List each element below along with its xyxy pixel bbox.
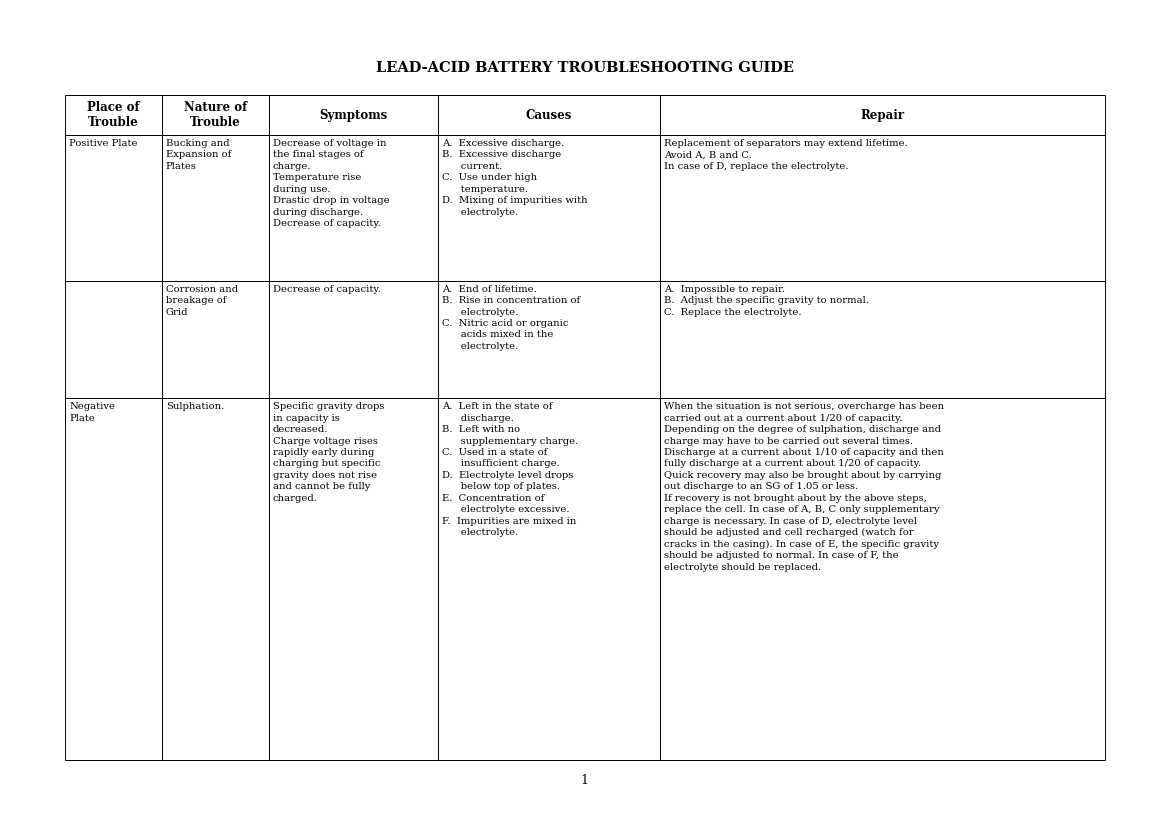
Text: Corrosion and
breakage of
Grid: Corrosion and breakage of Grid xyxy=(166,285,237,317)
Bar xyxy=(659,398,1105,760)
Text: Positive Plate: Positive Plate xyxy=(69,139,138,148)
Bar xyxy=(269,135,438,281)
Bar xyxy=(65,281,161,398)
Bar xyxy=(438,135,659,281)
Bar xyxy=(161,398,269,760)
Bar xyxy=(438,398,659,760)
Text: Causes: Causes xyxy=(526,108,573,122)
Text: Place of
Trouble: Place of Trouble xyxy=(87,101,139,129)
Bar xyxy=(65,95,161,135)
Text: When the situation is not serious, overcharge has been
carried out at a current : When the situation is not serious, overc… xyxy=(664,402,945,571)
Bar xyxy=(659,135,1105,281)
Bar xyxy=(438,95,659,135)
Text: Decrease of capacity.: Decrease of capacity. xyxy=(272,285,381,294)
Text: A.  End of lifetime.
B.  Rise in concentration of
      electrolyte.
C.  Nitric : A. End of lifetime. B. Rise in concentra… xyxy=(442,285,581,351)
Text: A.  Impossible to repair.
B.  Adjust the specific gravity to normal.
C.  Replace: A. Impossible to repair. B. Adjust the s… xyxy=(664,285,869,317)
Text: LEAD-ACID BATTERY TROUBLESHOOTING GUIDE: LEAD-ACID BATTERY TROUBLESHOOTING GUIDE xyxy=(375,61,794,75)
Text: Symptoms: Symptoms xyxy=(319,108,388,122)
Bar xyxy=(161,95,269,135)
Bar xyxy=(65,398,161,760)
Bar xyxy=(269,95,438,135)
Bar xyxy=(659,281,1105,398)
Bar xyxy=(65,135,161,281)
Bar xyxy=(269,281,438,398)
Text: Bucking and
Expansion of
Plates: Bucking and Expansion of Plates xyxy=(166,139,231,171)
Text: Negative
Plate: Negative Plate xyxy=(69,402,115,423)
Bar xyxy=(161,135,269,281)
Text: Decrease of voltage in
the final stages of
charge.
Temperature rise
during use.
: Decrease of voltage in the final stages … xyxy=(272,139,389,228)
Text: Repair: Repair xyxy=(860,108,905,122)
Text: Sulphation.: Sulphation. xyxy=(166,402,224,411)
Text: A.  Excessive discharge.
B.  Excessive discharge
      current.
C.  Use under hi: A. Excessive discharge. B. Excessive dis… xyxy=(442,139,588,217)
Bar xyxy=(161,281,269,398)
Text: Nature of
Trouble: Nature of Trouble xyxy=(184,101,247,129)
Text: A.  Left in the state of
      discharge.
B.  Left with no
      supplementary c: A. Left in the state of discharge. B. Le… xyxy=(442,402,579,537)
Bar xyxy=(269,398,438,760)
Text: 1: 1 xyxy=(581,773,588,787)
Text: Specific gravity drops
in capacity is
decreased.
Charge voltage rises
rapidly ea: Specific gravity drops in capacity is de… xyxy=(272,402,385,502)
Bar xyxy=(438,281,659,398)
Bar xyxy=(659,95,1105,135)
Text: Replacement of separators may extend lifetime.
Avoid A, B and C.
In case of D, r: Replacement of separators may extend lif… xyxy=(664,139,907,171)
